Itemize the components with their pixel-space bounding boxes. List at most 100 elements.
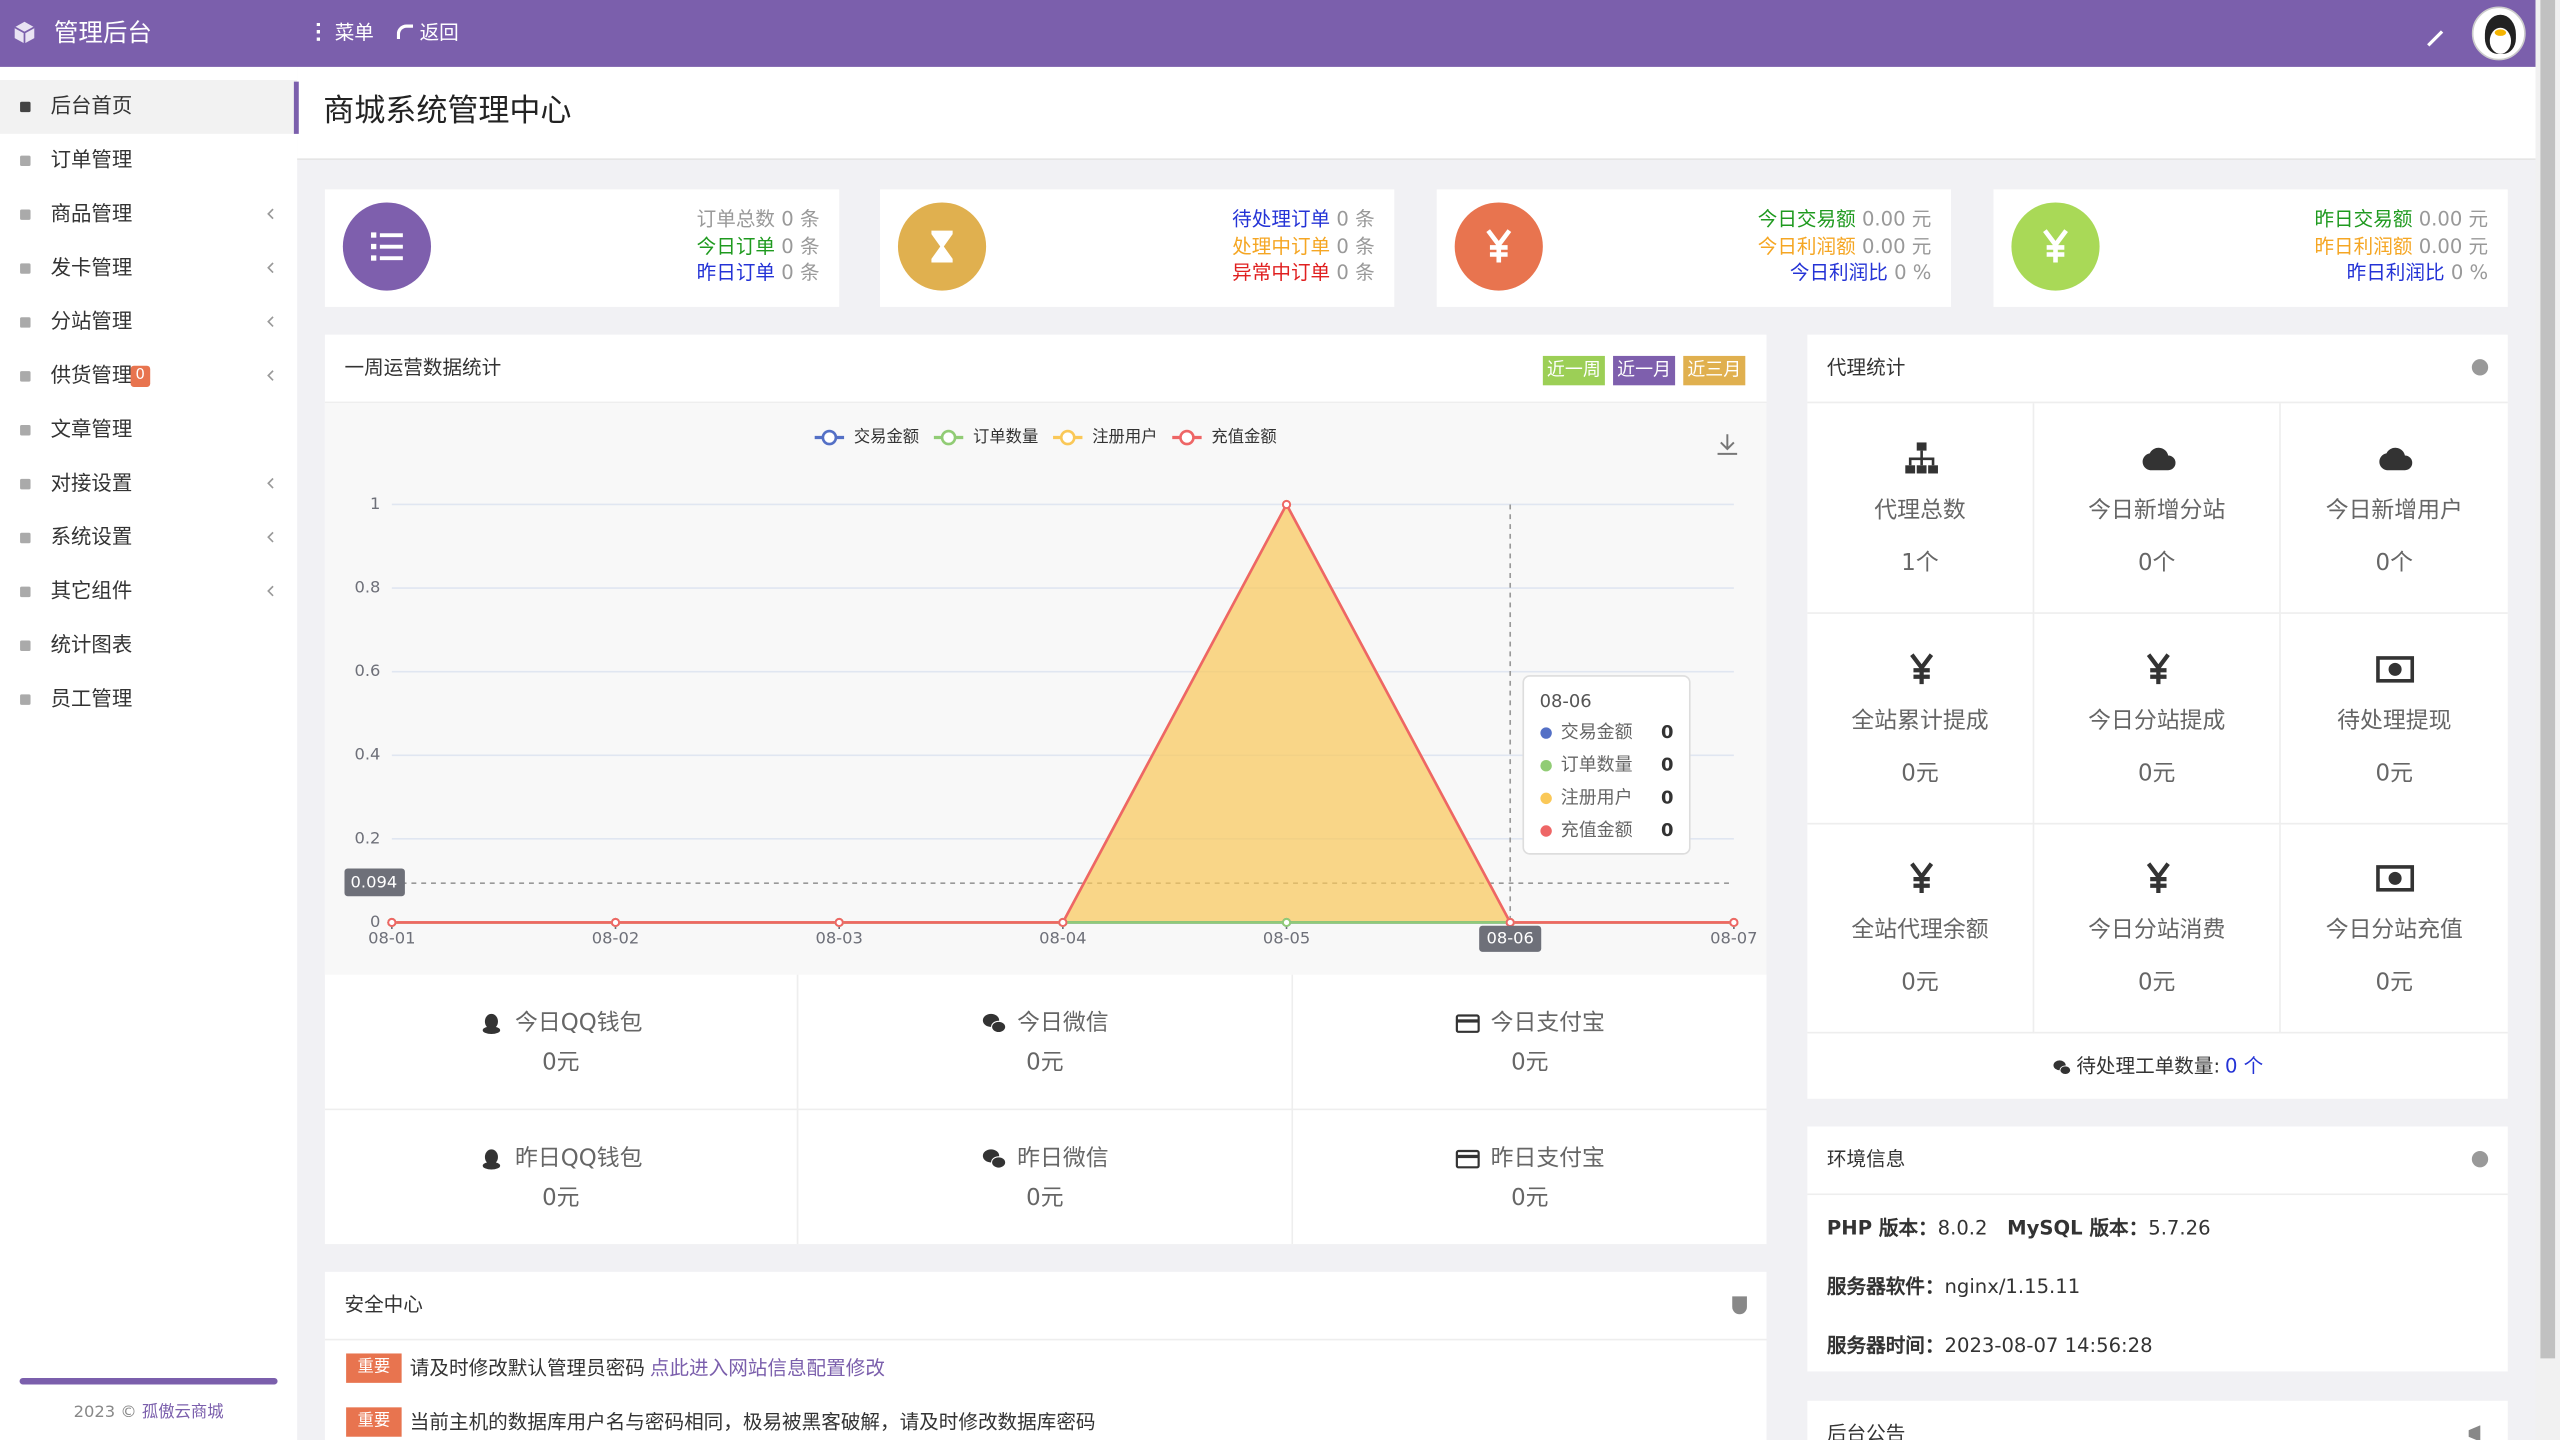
icon-part <box>2378 447 2412 471</box>
tooltip-value: 0 <box>1661 755 1673 776</box>
x-tick-label: 08-02 <box>592 928 639 947</box>
icon-part <box>20 263 31 274</box>
stat-label: 昨日交易额 <box>2314 207 2413 231</box>
panel-dot <box>2471 359 2489 376</box>
menu-item[interactable]: 供货管理 0 <box>0 349 297 403</box>
range-button[interactable]: 近一周 <box>1542 355 1605 386</box>
payment-label: 今日支付宝 <box>1490 1010 1605 1037</box>
range-button[interactable]: 近三月 <box>1683 355 1746 386</box>
icon-part <box>20 478 31 490</box>
icon-part <box>20 371 31 382</box>
legend-marker <box>821 429 838 446</box>
stat-row: 昨日利润额 0.00 元 <box>2314 233 2488 261</box>
agent-value: 1个 <box>1901 550 1939 577</box>
icon-part <box>20 694 31 705</box>
security-link[interactable]: 点此进入网站信息配置修改 <box>649 1356 885 1380</box>
icon-part <box>379 233 403 238</box>
menu-label: 后台首页 <box>50 93 133 118</box>
icon-part <box>2375 865 2414 892</box>
icon-part <box>1909 652 1933 684</box>
download-icon[interactable] <box>1717 434 1738 455</box>
icon-part <box>20 532 31 544</box>
x-tick-label: 08-07 <box>1710 928 1757 947</box>
icon-part <box>991 1020 1007 1034</box>
footer-link[interactable]: 孤傲云商城 <box>141 1404 224 1423</box>
security-text: 请及时修改默认管理员密码 <box>409 1356 645 1380</box>
icon <box>479 1011 505 1037</box>
panel-title: 代理统计 <box>1826 355 1906 379</box>
menu-item[interactable]: 商品管理 <box>0 188 297 242</box>
icon-part <box>1486 229 1512 263</box>
agent-value: 0元 <box>2375 759 2413 787</box>
info-icon <box>2471 1151 2489 1168</box>
point <box>834 917 844 928</box>
menu-item[interactable]: 员工管理 <box>0 673 297 727</box>
icon <box>366 225 408 267</box>
env-row: 服务器时间：2023-08-07 14:56:28 <box>1827 1331 2153 1360</box>
menu-item[interactable]: 其它组件 <box>0 565 297 619</box>
menu-item[interactable]: 对接设置 <box>0 457 297 511</box>
icon-part <box>267 208 274 220</box>
settings-icon[interactable] <box>2415 18 2444 47</box>
icon-part <box>1456 1154 1479 1159</box>
sidebar: 后台首页订单管理 商品管理 发卡管理 分站管理 供货管理 0 文章管理 对接设置系统设置其它组… <box>0 66 298 1440</box>
menu-item[interactable]: 发卡管理 <box>0 242 297 296</box>
payment-head: 昨日微信 <box>798 1143 1291 1176</box>
app-title: 管理后台 <box>53 17 152 48</box>
icon-part <box>2059 1064 2071 1075</box>
sidebar-bar <box>19 1377 278 1385</box>
payment-cell: 今日微信 0元 <box>798 974 1294 1111</box>
menu-item[interactable]: 文章管理 <box>0 403 297 457</box>
menu-item[interactable]: 系统设置 <box>0 511 297 565</box>
security-panel: 安全中心 重要 请及时修改默认管理员密码 点此进入网站信息配置修改 重要 当前主机的数据库… <box>324 1271 1767 1440</box>
tooltip: 08-06 交易金额 0 订单数量 0 注册用户 0 充值金额 0 <box>1522 675 1691 855</box>
icon-part <box>2141 447 2175 471</box>
stat-label: 昨日利润额 <box>2314 234 2413 258</box>
payment-value: 0元 <box>1026 1185 1064 1212</box>
menu-item[interactable]: 统计图表 <box>0 619 297 673</box>
pointer-label-bg <box>1479 925 1542 952</box>
menu-label: 菜单 <box>334 21 374 45</box>
stat-value: 0 条 <box>1336 207 1375 231</box>
icon-part <box>982 1149 1007 1169</box>
tooltip-name: 交易金额 <box>1561 722 1633 743</box>
stat-label: 昨日订单 <box>696 261 776 285</box>
menu-button[interactable]: 菜单 <box>310 18 375 47</box>
pointer-label: 08-06 <box>1486 928 1533 947</box>
badge: 0 <box>130 365 150 387</box>
menu-item[interactable]: 订单管理 <box>0 134 297 188</box>
y-tick-label: 0.8 <box>354 578 380 597</box>
icon-part <box>20 532 31 544</box>
icon-part <box>20 694 31 705</box>
tooltip-dot <box>1540 792 1552 805</box>
payment-head: 今日QQ钱包 <box>325 1007 797 1040</box>
point <box>387 917 397 928</box>
avatar[interactable] <box>2471 6 2526 61</box>
payment-head: 今日微信 <box>798 1007 1291 1040</box>
ticket-label: 待处理工单数量: <box>2076 1054 2221 1078</box>
payment-head: 昨日QQ钱包 <box>325 1143 797 1176</box>
range-button[interactable]: 近一月 <box>1613 355 1676 386</box>
back-button[interactable]: 返回 <box>393 18 466 47</box>
stat-value: 0 条 <box>781 207 820 231</box>
agent-label: 待处理提现 <box>2337 707 2452 734</box>
panel-title: 安全中心 <box>344 1293 423 1316</box>
menu-label: 系统设置 <box>50 524 133 549</box>
icon <box>263 583 279 599</box>
menu-item[interactable]: 分站管理 <box>0 296 297 350</box>
agent-label: 今日新增分站 <box>2088 497 2226 525</box>
stat-icon <box>342 202 432 291</box>
scroll-thumb <box>2540 0 2556 1359</box>
payment-label: 今日QQ钱包 <box>515 1010 643 1037</box>
icon-part <box>1904 442 1938 474</box>
stat-card: 昨日交易额 0.00 元昨日利润额 0.00 元昨日利润比 0 % <box>1993 189 2508 307</box>
payment-cell: 昨日微信 0元 <box>798 1108 1294 1245</box>
menu-dots <box>316 22 320 41</box>
stat-value: 0.00 元 <box>1861 234 1932 258</box>
x-tick-label: 08-04 <box>1039 928 1086 947</box>
menu-item[interactable]: 后台首页 <box>0 79 298 134</box>
payment-cell: 昨日QQ钱包 0元 <box>324 1108 799 1245</box>
tooltip-title: 08-06 <box>1540 691 1592 712</box>
icon <box>263 529 279 545</box>
